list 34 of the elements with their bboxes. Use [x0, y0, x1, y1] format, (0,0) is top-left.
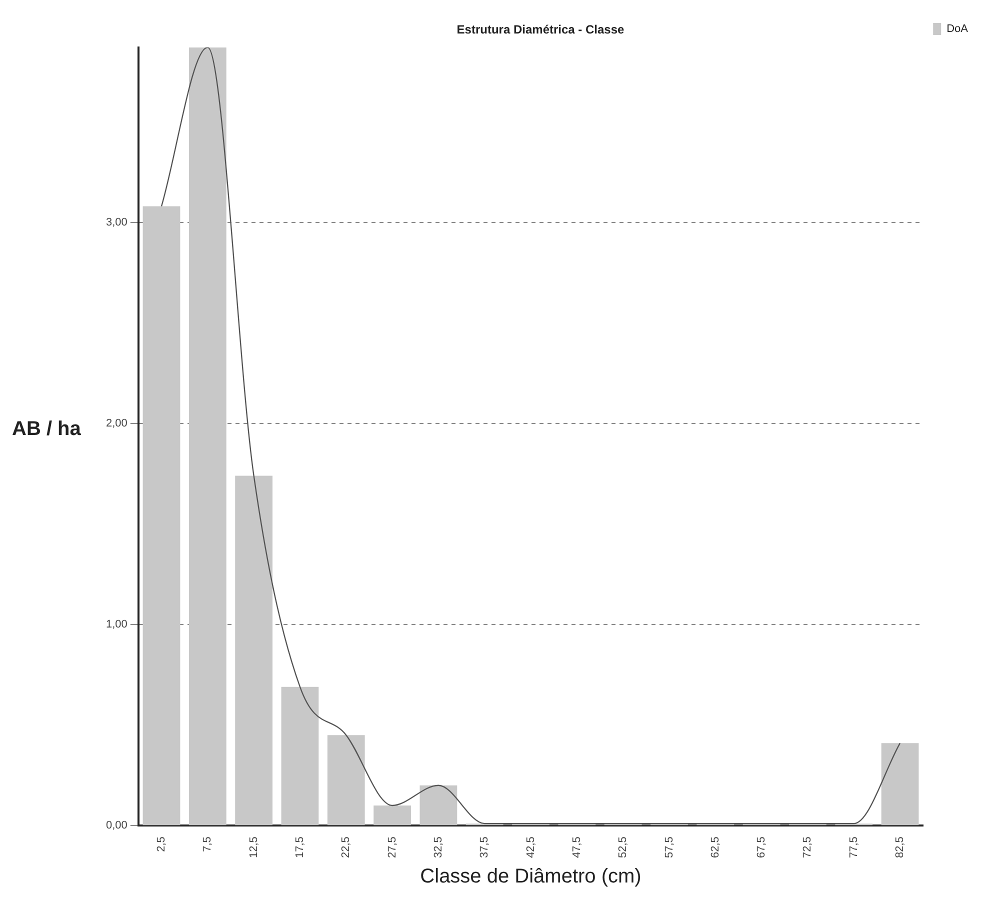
x-tick-label: 57,5: [663, 836, 676, 858]
x-tick-label: 47,5: [570, 836, 583, 858]
x-tick-label: 37,5: [478, 836, 491, 858]
chart-title: Estrutura Diamétrica - Classe: [456, 22, 625, 37]
x-tick-label: 77,5: [848, 836, 860, 858]
legend-label: DoA: [946, 23, 969, 36]
bar: [327, 735, 365, 826]
x-tick-label: 17,5: [294, 836, 306, 858]
bar: [881, 743, 919, 826]
y-tick-label: 1,00: [106, 618, 128, 631]
line-series: [160, 47, 901, 824]
x-axis-title: Classe de Diâmetro (cm): [420, 866, 642, 888]
x-tick-label: 22,5: [340, 836, 352, 858]
x-tick-label: 72,5: [802, 836, 814, 858]
y-axis-title: AB / ha: [12, 418, 81, 441]
bar: [374, 805, 411, 826]
x-tick-label: 12,5: [248, 836, 260, 858]
x-tick-label: 82,5: [894, 836, 906, 858]
bar: [235, 476, 272, 826]
x-tick-label: 62,5: [709, 836, 722, 858]
x-tick-label: 7,5: [202, 836, 214, 852]
x-tick-label: 27,5: [386, 836, 398, 858]
y-tick-label: 2,00: [106, 417, 128, 430]
bar: [420, 785, 458, 826]
y-tick-label: 3,00: [106, 216, 128, 228]
x-tick-label: 52,5: [617, 836, 630, 858]
bar: [142, 206, 180, 826]
bar: [188, 47, 226, 826]
x-tick-label: 32,5: [432, 836, 444, 858]
y-tick-label: 0,00: [106, 820, 128, 832]
x-tick-label: 67,5: [756, 836, 768, 858]
x-tick-label: 42,5: [524, 836, 537, 858]
x-tick-label: 2,5: [156, 836, 168, 852]
bar: [281, 686, 319, 826]
